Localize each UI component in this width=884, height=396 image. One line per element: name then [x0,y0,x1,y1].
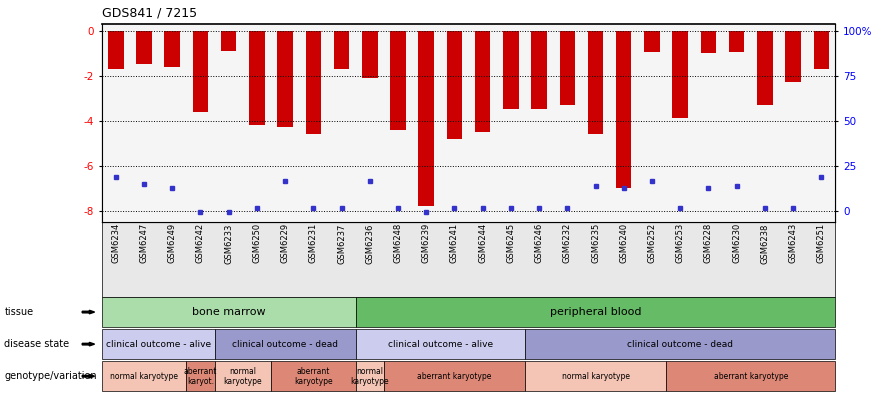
Text: normal karyotype: normal karyotype [561,372,629,381]
Text: clinical outcome - alive: clinical outcome - alive [105,340,210,348]
Bar [249,30,264,125]
Text: clinical outcome - dead: clinical outcome - dead [627,340,733,348]
Text: clinical outcome - alive: clinical outcome - alive [388,340,493,348]
Bar [108,30,124,69]
Text: GDS841 / 7215: GDS841 / 7215 [102,7,197,20]
Bar [503,30,519,109]
Bar [673,30,688,118]
Text: normal karyotype: normal karyotype [110,372,178,381]
Bar [813,30,829,69]
Bar [306,30,321,134]
Bar [164,30,180,67]
Bar [588,30,603,134]
Bar [446,30,462,139]
Bar [531,30,547,109]
Text: normal
karyotype: normal karyotype [224,367,262,386]
Text: peripheral blood: peripheral blood [550,307,641,317]
Bar [390,30,406,129]
Text: bone marrow: bone marrow [192,307,265,317]
Bar [644,30,659,52]
Bar [728,30,744,52]
Text: normal
karyotype: normal karyotype [350,367,389,386]
Bar [278,30,293,127]
Bar [475,30,491,132]
Text: disease state: disease state [4,339,70,349]
Text: aberrant
karyot.: aberrant karyot. [184,367,217,386]
Text: clinical outcome - dead: clinical outcome - dead [232,340,338,348]
Text: aberrant karyotype: aberrant karyotype [713,372,788,381]
Text: genotype/variation: genotype/variation [4,371,97,381]
Text: tissue: tissue [4,307,34,317]
Bar [334,30,349,69]
Bar [560,30,575,105]
Bar [136,30,152,64]
Bar [701,30,716,53]
Text: aberrant
karyotype: aberrant karyotype [294,367,332,386]
Bar [757,30,773,105]
Bar [362,30,377,78]
Text: aberrant karyotype: aberrant karyotype [417,372,492,381]
Bar [785,30,801,82]
Bar [616,30,631,188]
Bar [193,30,209,112]
Bar [418,30,434,206]
Bar [221,30,236,51]
